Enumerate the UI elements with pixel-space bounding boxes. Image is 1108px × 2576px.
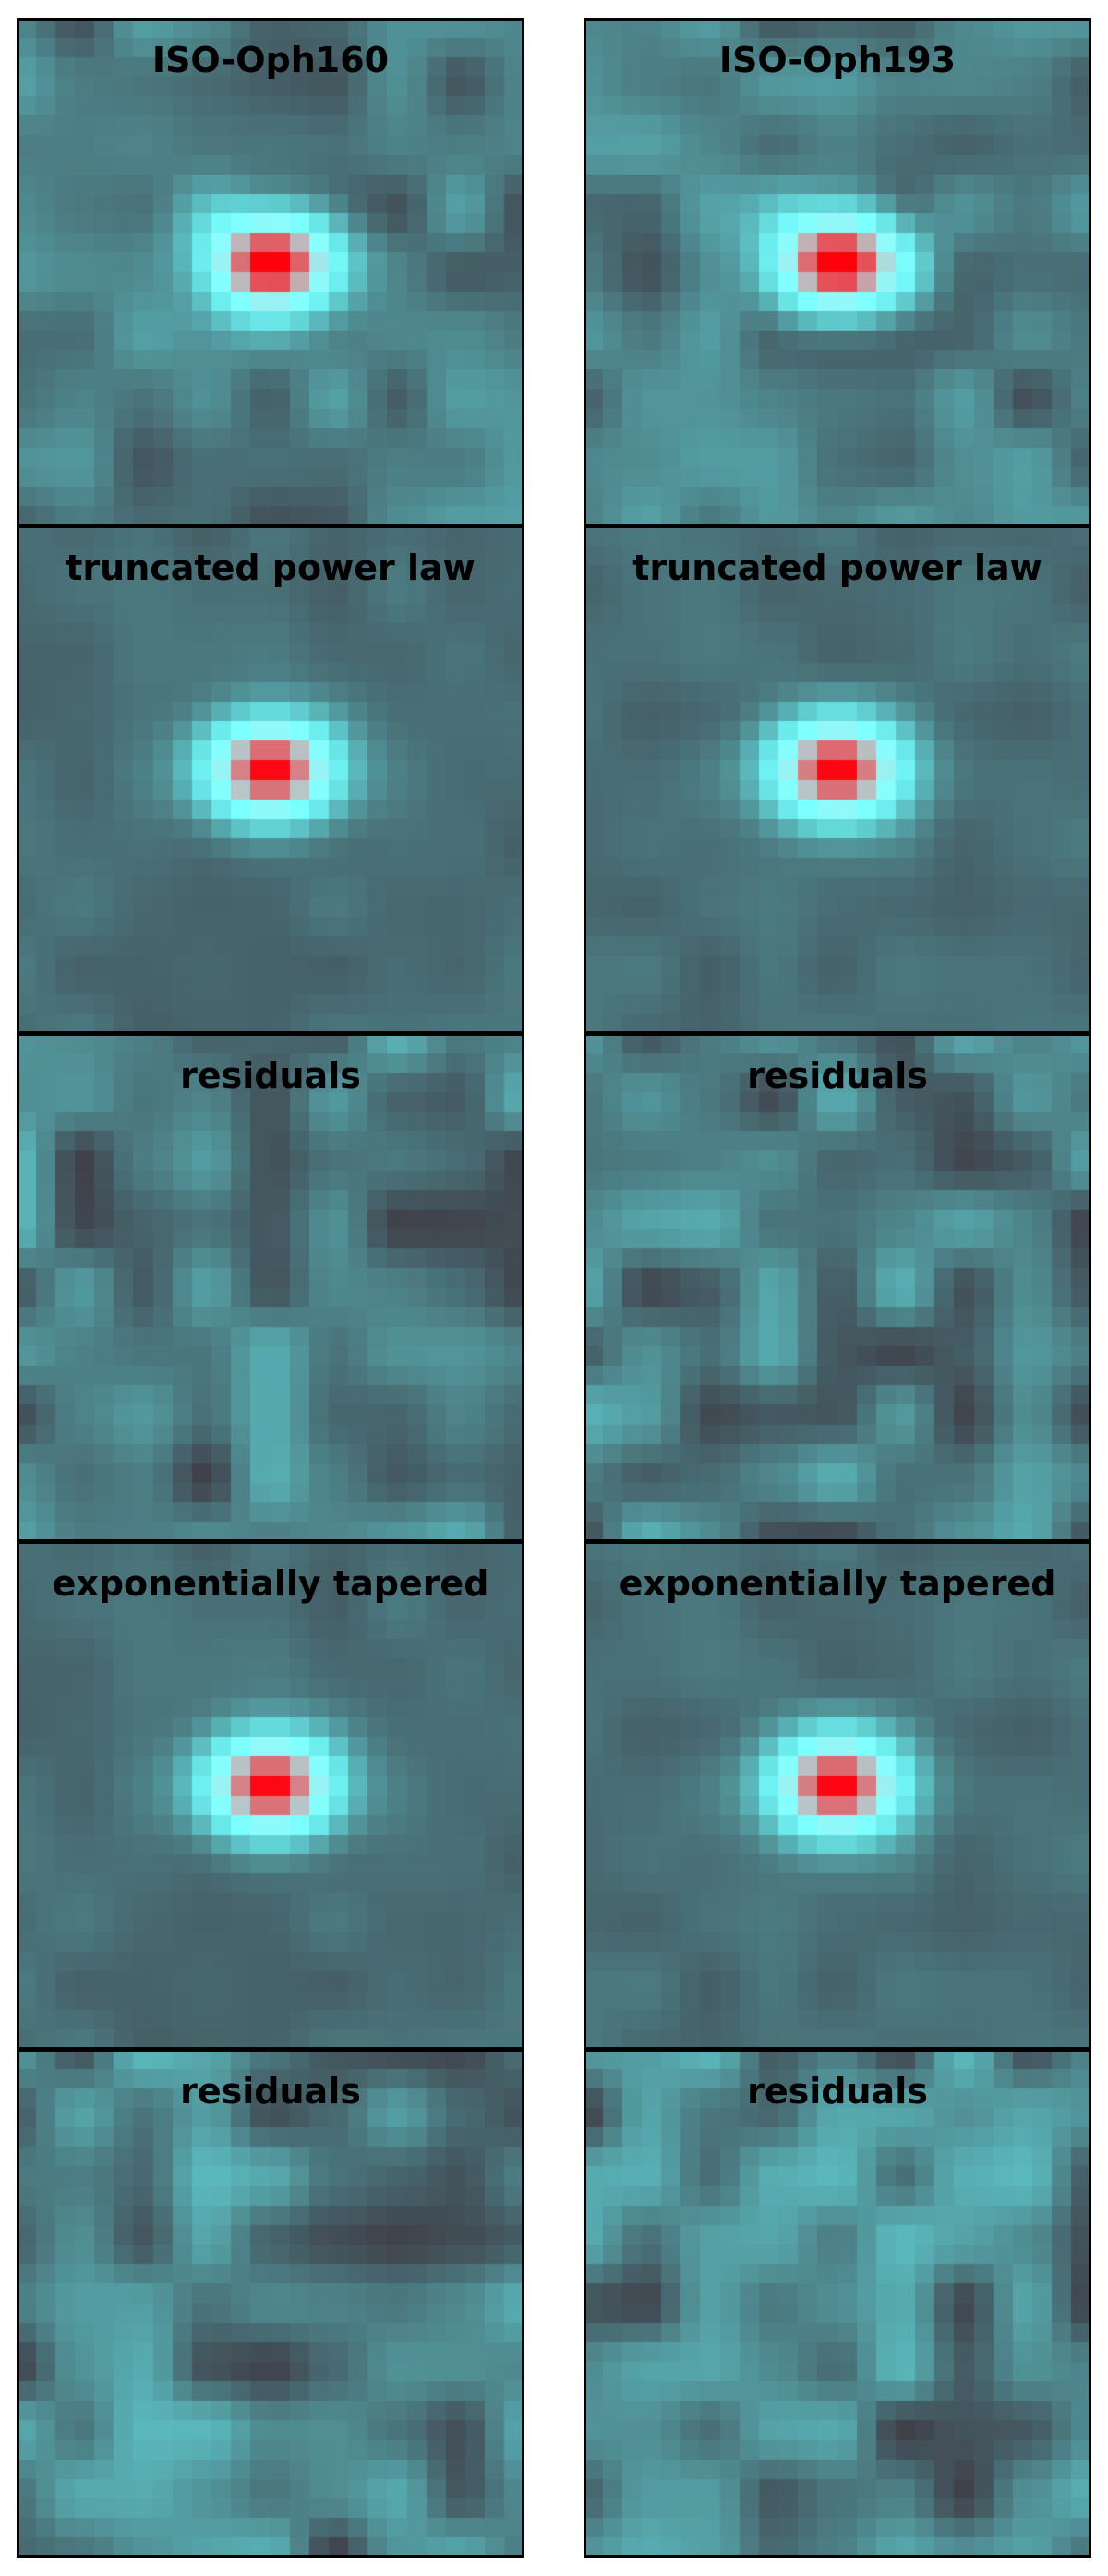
panel-title: ISO-Oph193 (718, 40, 957, 80)
panel-residuals-power-law-iso-oph160: residuals (17, 1034, 524, 1542)
panel-observed-iso-oph160: ISO-Oph160 (17, 18, 524, 526)
panel-title: residuals (747, 2071, 928, 2112)
panel-title: residuals (180, 2071, 361, 2112)
heatmap-observed-iso-oph193 (584, 18, 1091, 526)
heatmap-residuals-power-law-iso-oph193 (584, 1034, 1091, 1542)
heatmap-residuals-tapered-iso-oph160 (17, 2050, 524, 2558)
panel-title: residuals (747, 1055, 928, 1096)
heatmap-exponentially-tapered-iso-oph193 (584, 1542, 1091, 2050)
panel-title: truncated power law (632, 548, 1042, 588)
panel-truncated-power-law-iso-oph160: truncated power law (17, 526, 524, 1034)
panel-residuals-tapered-iso-oph160: residuals (17, 2050, 524, 2558)
panel-title: residuals (180, 1055, 361, 1096)
column-iso-oph160: ISO-Oph160 truncated power law residuals… (17, 18, 524, 2558)
panel-exponentially-tapered-iso-oph160: exponentially tapered (17, 1542, 524, 2050)
panel-truncated-power-law-iso-oph193: truncated power law (584, 526, 1091, 1034)
heatmap-truncated-power-law-iso-oph160 (17, 526, 524, 1034)
heatmap-residuals-power-law-iso-oph160 (17, 1034, 524, 1542)
heatmap-truncated-power-law-iso-oph193 (584, 526, 1091, 1034)
panel-title: ISO-Oph160 (151, 40, 390, 80)
panel-observed-iso-oph193: ISO-Oph193 (584, 18, 1091, 526)
column-iso-oph193: ISO-Oph193 truncated power law residuals… (584, 18, 1091, 2558)
heatmap-residuals-tapered-iso-oph193 (584, 2050, 1091, 2558)
heatmap-observed-iso-oph160 (17, 18, 524, 526)
heatmap-exponentially-tapered-iso-oph160 (17, 1542, 524, 2050)
panel-title: truncated power law (66, 548, 476, 588)
panel-title: exponentially tapered (619, 1563, 1056, 1604)
panel-residuals-tapered-iso-oph193: residuals (584, 2050, 1091, 2558)
panel-residuals-power-law-iso-oph193: residuals (584, 1034, 1091, 1542)
panel-title: exponentially tapered (52, 1563, 489, 1604)
panel-exponentially-tapered-iso-oph193: exponentially tapered (584, 1542, 1091, 2050)
